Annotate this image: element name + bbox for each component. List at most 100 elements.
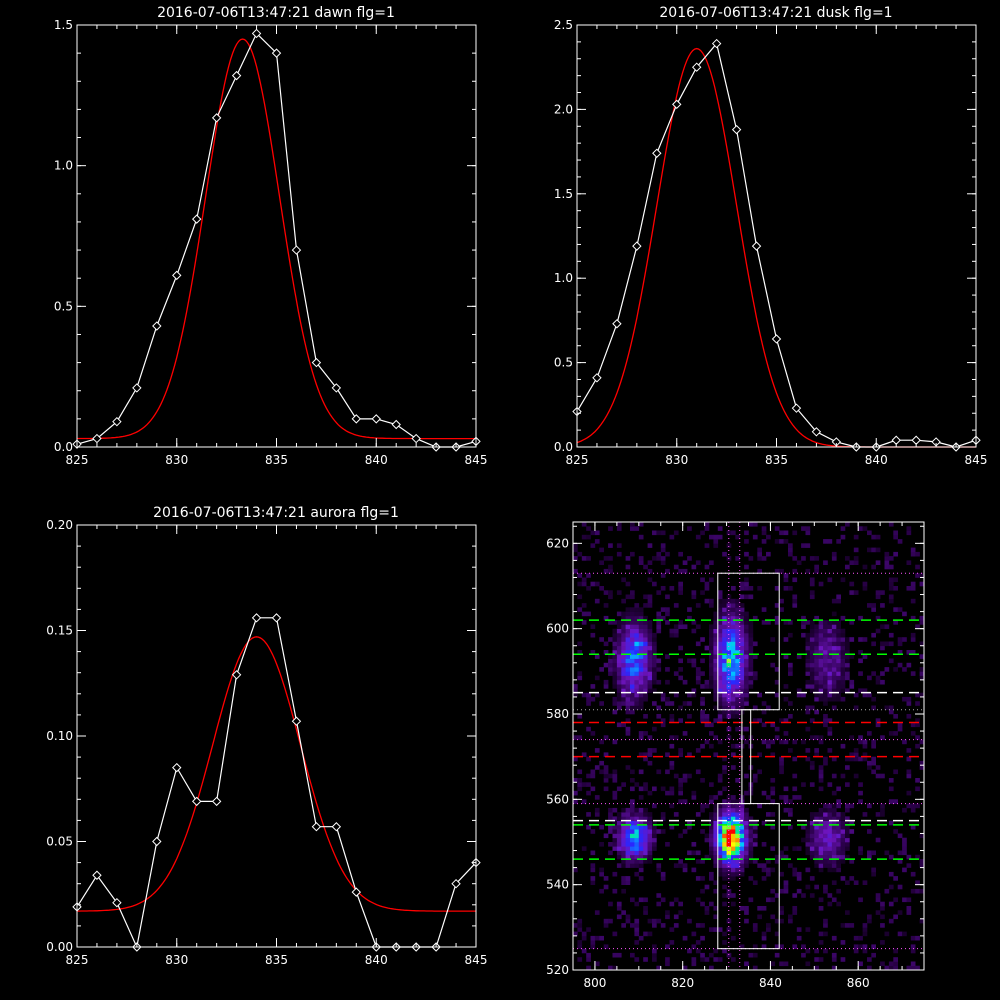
heatmap-cell [660,692,666,698]
heatmap-cell [818,773,824,779]
heatmap-cell [902,842,907,847]
heatmap-cell [643,696,648,702]
heatmap-cell [805,820,811,826]
heatmap-cell [893,530,898,536]
heatmap-cell [713,641,719,647]
heatmap-cell [836,628,841,634]
heatmap-cell [849,829,855,834]
heatmap-cell [888,799,894,804]
heatmap-cell [840,743,846,749]
heatmap-cell [836,867,841,873]
heatmap-cell [919,692,925,698]
heatmap-cell [862,923,868,928]
heatmap-cell [731,607,736,612]
heatmap-cell [726,867,732,873]
heatmap-cell [731,598,736,604]
heatmap-cell [643,731,648,736]
heatmap-cell [726,714,732,719]
heatmap-cell [766,551,771,557]
heatmap-cell [581,692,587,698]
heatmap-cell [735,679,740,685]
heatmap-cell [814,854,819,860]
heatmap-cell [603,773,609,779]
heatmap-cell [739,850,745,856]
heatmap-cell [625,765,631,770]
heatmap-cell [713,948,719,954]
heatmap-cell [875,718,881,723]
heatmap-cell [770,752,776,757]
heatmap-cell [700,888,705,894]
heatmap-cell [634,863,640,868]
heatmap-cell [586,790,591,796]
heatmap-cell [805,867,811,873]
heatmap-cell [752,718,758,723]
heatmap-cell [823,560,828,565]
heatmap-cell [660,560,666,565]
heatmap-cell [709,965,714,971]
heatmap-cell [717,820,723,826]
heatmap-cell [687,714,692,719]
heatmap-cell [621,876,626,881]
heatmap-cell [713,859,719,864]
heatmap-cell [910,615,916,621]
heatmap-cell [726,842,732,847]
heatmap-cell [630,799,635,804]
heatmap-cell [577,641,583,647]
heatmap-cell [678,863,683,868]
heatmap-cell [858,850,863,856]
heatmap-cell [752,654,758,659]
heatmap-cell [695,876,701,881]
heatmap-cell [630,671,635,676]
data-point [172,762,182,773]
heatmap-cell [731,743,736,749]
heatmap-cell [752,522,758,527]
heatmap-cell [774,735,780,740]
heatmap-cell [814,709,819,715]
heatmap-cell [577,782,583,787]
heatmap-cell [831,807,837,813]
heatmap-cell [748,556,754,561]
heatmap-cell [744,829,749,834]
heatmap-cell [748,897,754,903]
heatmap-cell [761,863,767,868]
heatmap-cell [845,820,850,826]
heatmap-cell [888,594,894,600]
heatmap-cell [884,667,890,672]
heatmap-cell [827,577,833,583]
heatmap-cell [814,824,819,830]
heatmap-cell [726,675,732,681]
heatmap-cell [880,590,885,595]
heatmap-cell [722,624,727,629]
heatmap-cell [660,722,666,728]
heatmap-cell [744,615,749,621]
heatmap-cell [853,705,859,711]
heatmap-cell [717,837,723,843]
heatmap-cell [906,748,912,753]
heatmap-cell [687,824,692,830]
heatmap-cell [910,824,916,830]
x-tick-label: 860 [847,976,870,990]
heatmap-cell [774,918,780,924]
heatmap-cell [897,641,903,647]
heatmap-cell [625,556,631,561]
heatmap-cell [726,667,732,672]
heatmap-cell [634,611,640,617]
heatmap-cell [722,551,727,557]
heatmap-cell [612,632,618,638]
heatmap-cell [625,620,631,625]
heatmap-cell [849,752,855,757]
heatmap-cell [735,714,740,719]
heatmap-cell [625,594,631,600]
heatmap-cell [731,709,736,715]
heatmap-cell [731,863,736,868]
x-tick-label: 840 [759,976,782,990]
heatmap-cell [647,650,653,655]
heatmap-cell [660,876,666,881]
heatmap-cell [739,854,745,860]
heatmap-cell [638,645,644,651]
heatmap-cell [669,824,675,830]
heatmap-cell [770,914,776,920]
heatmap-cell [858,637,863,642]
heatmap-cell [809,824,815,830]
heatmap-cell [902,696,907,702]
